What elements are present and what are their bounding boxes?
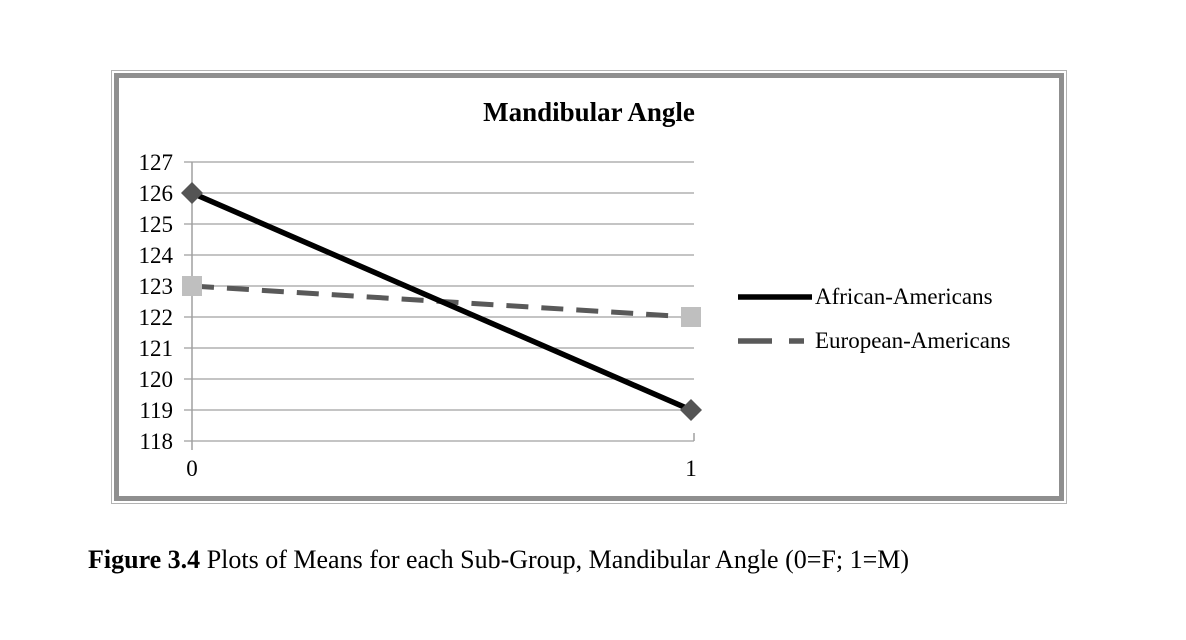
- chart-plot-frame: Mandibular Angle 118 119 120 121 122 123 124 12…: [114, 73, 1064, 501]
- y-tick-label: 126: [139, 181, 174, 206]
- marker-square: [681, 307, 701, 327]
- plot-area: 118 119 120 121 122 123 124 125 126 127 0 1: [139, 150, 702, 481]
- legend: African-Americans European-Americans: [738, 280, 1010, 358]
- y-tick-label: 121: [139, 336, 174, 361]
- y-tick-label: 123: [139, 274, 174, 299]
- y-tick-label: 119: [139, 398, 173, 423]
- y-tick-label: 120: [139, 367, 174, 392]
- x-tick-label: 1: [685, 456, 697, 481]
- y-tick-label: 125: [139, 212, 174, 237]
- series-line: [190, 190, 693, 413]
- legend-item-african-americans: African-Americans: [738, 280, 1010, 314]
- figure-caption: Figure 3.4 Plots of Means for each Sub-G…: [88, 545, 909, 575]
- legend-label: African-Americans: [815, 284, 993, 309]
- legend-label: European-Americans: [815, 328, 1011, 353]
- legend-swatch-dashed-line: [738, 338, 812, 344]
- marker-square: [182, 276, 202, 296]
- legend-swatch-solid-line: [738, 294, 812, 300]
- x-tick-label: 0: [186, 456, 198, 481]
- y-tick-label: 122: [139, 305, 174, 330]
- figure-caption-text: Plots of Means for each Sub-Group, Mandi…: [200, 545, 910, 574]
- chart-title: Mandibular Angle: [483, 97, 695, 127]
- y-tick-label: 124: [139, 243, 174, 268]
- marker-diamond: [680, 399, 702, 421]
- y-tick-label: 118: [139, 429, 173, 454]
- marker-diamond: [181, 182, 203, 204]
- figure-caption-label: Figure 3.4: [88, 545, 201, 574]
- legend-item-european-americans: European-Americans: [738, 324, 1010, 358]
- y-tick-label: 127: [139, 150, 174, 175]
- chart-frame: Mandibular Angle 118 119 120 121 122 123 124 12…: [111, 70, 1067, 504]
